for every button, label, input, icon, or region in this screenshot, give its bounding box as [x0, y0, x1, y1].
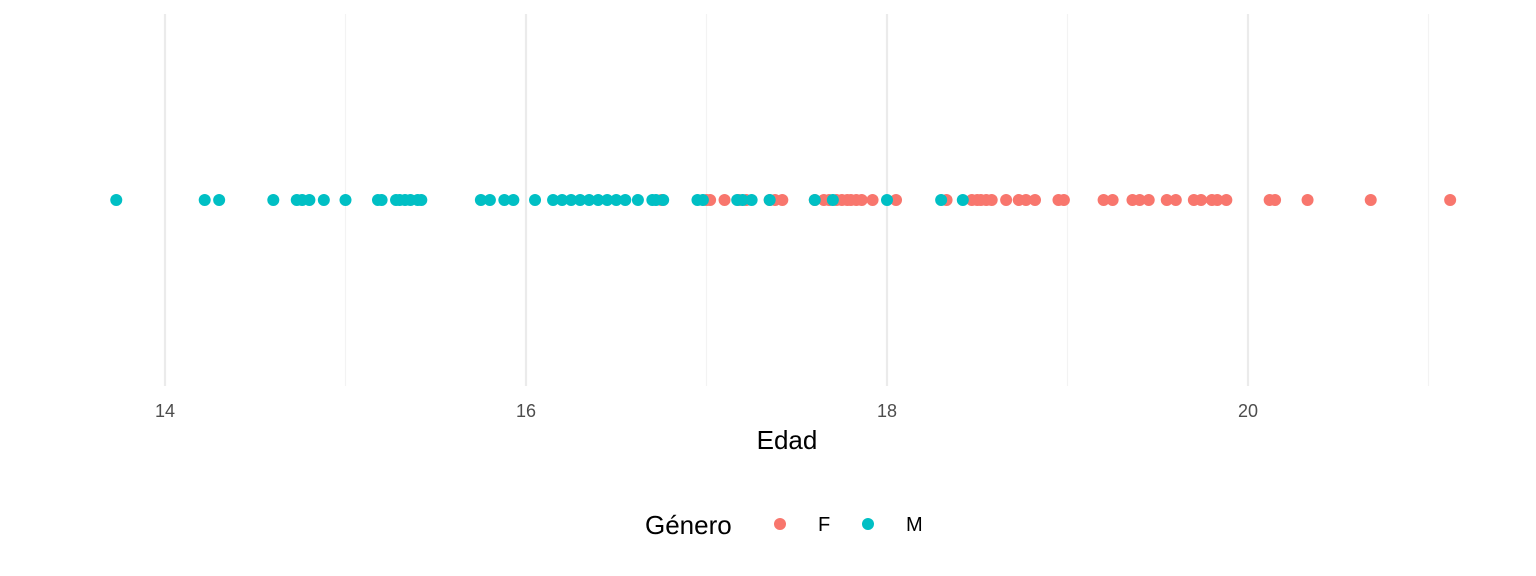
data-point-F	[1029, 194, 1042, 206]
legend-label: F	[818, 514, 830, 536]
x-axis-ticks: 14 16 18 20	[155, 401, 1258, 421]
data-point-F	[855, 194, 868, 206]
legend-title: Género	[645, 510, 732, 540]
legend-item-M: M	[862, 514, 923, 536]
data-point-F	[1301, 194, 1314, 206]
data-point-M	[474, 194, 487, 206]
data-point-M	[317, 194, 330, 206]
data-point-M	[213, 194, 226, 206]
legend-item-F: F	[774, 514, 830, 536]
gridlines	[163, 14, 1430, 386]
data-point-F	[866, 194, 879, 206]
x-axis-title: Edad	[757, 425, 818, 455]
data-point-F	[890, 194, 903, 206]
data-point-M	[547, 194, 560, 206]
data-point-F	[1000, 194, 1013, 206]
data-point-M	[507, 194, 520, 206]
data-point-M	[657, 194, 670, 206]
data-point-M	[498, 194, 511, 206]
x-tick-label: 20	[1238, 401, 1258, 421]
data-point-M	[881, 194, 893, 206]
data-point-M	[601, 194, 614, 206]
legend-key	[774, 518, 786, 530]
data-point-F	[1160, 194, 1173, 206]
data-point-M	[956, 194, 969, 206]
data-point-F	[1211, 194, 1224, 206]
data-point-F	[1444, 194, 1457, 206]
data-point-M	[556, 194, 569, 206]
data-point-M	[763, 194, 776, 206]
data-point-M	[736, 194, 749, 206]
data-point-F	[1097, 194, 1110, 206]
data-point-M	[339, 194, 352, 206]
data-point-M	[808, 194, 821, 206]
data-point-M	[483, 194, 496, 206]
legend-key	[862, 518, 874, 530]
data-point-M	[583, 194, 596, 206]
data-point-F	[776, 194, 789, 206]
data-point-M	[375, 194, 388, 206]
data-point-F	[1220, 194, 1233, 206]
data-point-F	[1133, 194, 1146, 206]
data-point-M	[574, 194, 587, 206]
data-point-F	[1106, 194, 1119, 206]
data-point-F	[985, 194, 998, 206]
data-point-M	[631, 194, 644, 206]
data-point-F	[1269, 194, 1282, 206]
data-point-F	[1019, 194, 1032, 206]
legend-label: M	[906, 514, 923, 536]
data-point-M	[826, 194, 839, 206]
data-point-M	[303, 194, 316, 206]
data-point-F	[1364, 194, 1377, 206]
data-point-M	[935, 194, 948, 206]
data-point-M	[198, 194, 211, 206]
data-point-M	[619, 194, 632, 206]
x-tick-label: 16	[516, 401, 536, 421]
data-point-F	[718, 194, 731, 206]
data-point-F	[1142, 194, 1155, 206]
data-point-M	[745, 194, 758, 206]
x-tick-label: 18	[877, 401, 897, 421]
data-point-M	[565, 194, 578, 206]
data-point-M	[415, 194, 428, 206]
data-point-M	[110, 194, 123, 206]
data-point-F	[1057, 194, 1070, 206]
data-points	[110, 194, 1457, 206]
data-point-M	[529, 194, 542, 206]
data-point-M	[696, 194, 709, 206]
data-point-F	[1169, 194, 1182, 206]
data-point-M	[592, 194, 605, 206]
x-tick-label: 14	[155, 401, 175, 421]
data-point-M	[610, 194, 623, 206]
data-point-F	[1195, 194, 1208, 206]
data-point-M	[267, 194, 280, 206]
